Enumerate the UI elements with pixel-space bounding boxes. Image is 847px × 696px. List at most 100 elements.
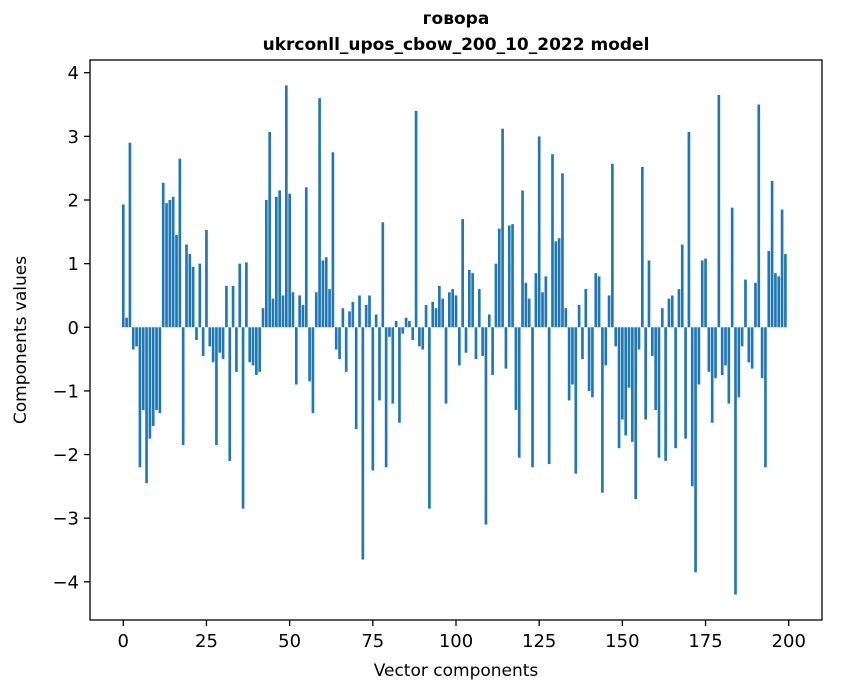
bar — [577, 305, 581, 328]
bar — [384, 327, 388, 468]
bar — [344, 327, 348, 372]
bar — [541, 292, 544, 328]
y-tick-label: −3 — [52, 509, 79, 530]
x-axis-label: Vector components — [374, 661, 539, 681]
bar — [178, 158, 182, 328]
bar — [714, 327, 717, 379]
bar — [364, 305, 368, 328]
bar — [251, 327, 255, 366]
bar — [388, 327, 391, 337]
bar — [424, 305, 428, 328]
bar — [195, 327, 198, 340]
bar — [567, 327, 571, 401]
bar — [501, 128, 504, 328]
bar — [481, 327, 484, 356]
bar — [451, 289, 454, 328]
bar — [145, 327, 148, 484]
y-tick-label: 2 — [68, 191, 79, 212]
bar — [611, 163, 614, 328]
bar — [521, 190, 524, 328]
bar — [175, 235, 178, 328]
bar — [334, 327, 338, 350]
bar — [504, 327, 508, 369]
bar — [235, 327, 238, 372]
bar — [208, 327, 212, 347]
bar — [148, 327, 152, 439]
bar — [338, 327, 341, 360]
bar — [684, 327, 687, 439]
bar — [677, 289, 681, 328]
bar — [774, 273, 777, 328]
x-tick-label: 150 — [605, 631, 639, 652]
bar — [710, 327, 714, 423]
bar — [764, 327, 767, 468]
bar — [507, 225, 511, 328]
bar — [301, 305, 305, 328]
bar — [128, 142, 132, 328]
bar — [138, 327, 142, 468]
bar — [690, 327, 694, 487]
y-tick-label: −1 — [52, 381, 79, 402]
bar — [631, 327, 634, 442]
bar — [205, 229, 208, 328]
bar — [750, 327, 754, 369]
bar — [667, 298, 671, 328]
bar — [634, 327, 637, 500]
bar — [704, 258, 707, 328]
bar — [284, 85, 288, 328]
bar — [740, 327, 744, 347]
bar — [754, 282, 757, 328]
bar — [494, 263, 498, 328]
bar — [394, 320, 398, 328]
bar — [527, 298, 531, 328]
bar — [674, 327, 677, 449]
bar — [225, 285, 228, 328]
x-tick-label: 200 — [772, 631, 806, 652]
bar — [331, 152, 335, 328]
y-tick-label: 3 — [68, 127, 79, 148]
bar — [268, 131, 271, 328]
bar — [571, 327, 574, 385]
plot-frame — [89, 59, 823, 621]
bar — [641, 166, 644, 328]
bar — [351, 301, 355, 328]
bar — [408, 320, 411, 328]
bar — [155, 327, 158, 410]
bar — [454, 295, 458, 328]
bar — [717, 95, 721, 328]
bar — [517, 327, 521, 458]
bar — [581, 327, 584, 360]
bar — [514, 327, 518, 410]
bar — [221, 327, 225, 360]
bar — [141, 327, 145, 410]
bar — [770, 180, 774, 328]
bar — [727, 327, 731, 404]
bar — [670, 295, 674, 328]
bar — [131, 327, 135, 350]
bar — [228, 327, 232, 461]
bar — [294, 327, 298, 385]
bar — [547, 327, 551, 465]
bar — [474, 327, 478, 360]
bar — [644, 327, 647, 420]
bar — [484, 327, 488, 525]
y-tick-label: 1 — [68, 254, 79, 275]
bar — [597, 276, 601, 328]
bar — [438, 285, 441, 328]
bar — [161, 182, 165, 328]
bar — [418, 327, 421, 347]
bar — [261, 308, 265, 328]
bar — [591, 327, 594, 398]
bar — [471, 273, 474, 328]
bar — [241, 327, 245, 509]
bar — [291, 292, 295, 328]
bar — [747, 327, 751, 363]
bar — [760, 327, 764, 379]
bar — [168, 200, 172, 328]
bar — [125, 317, 128, 328]
bar — [341, 308, 345, 328]
bar — [258, 327, 262, 372]
bar — [660, 308, 664, 328]
bar — [724, 327, 727, 366]
bar — [185, 244, 188, 328]
